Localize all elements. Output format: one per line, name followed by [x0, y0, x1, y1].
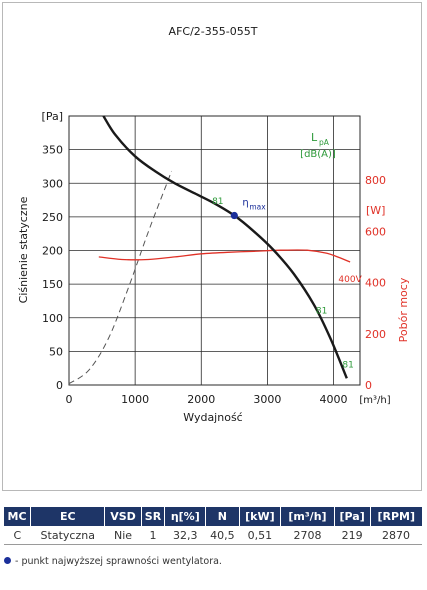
curve-db-label: 81 [212, 197, 223, 207]
specs-header-cell: [Pa] [334, 507, 371, 526]
specs-cell: 1 [141, 526, 165, 545]
x-tick-label: 0 [66, 393, 73, 406]
lpa-unit: [dB(A)] [300, 149, 336, 160]
specs-header-cell: N [205, 507, 240, 526]
eta-max-label: η [242, 198, 248, 209]
y-tick-label: 350 [42, 144, 63, 157]
footnote: - punkt najwyższej sprawności wentylator… [4, 556, 222, 567]
specs-cell: Statyczna [30, 526, 105, 545]
specs-header-cell: VSD [104, 507, 142, 526]
specs-cell: 2870 [370, 526, 422, 545]
x-tick-label: 2000 [187, 393, 215, 406]
efficiency-point-icon [4, 557, 11, 564]
x-tick-label: 4000 [320, 393, 348, 406]
specs-cell: 0,51 [239, 526, 281, 545]
specs-header-cell: MC [4, 507, 32, 526]
specs-cell: 2708 [280, 526, 335, 545]
fan-curve-chart: AFC/2-355-055T 0 50 100 150 200 250 300 350 [Pa] 0… [17, 25, 410, 424]
specs-cell: 32,3 [164, 526, 206, 545]
y-tick-label: 300 [42, 177, 63, 190]
curve-db-label: 81 [342, 361, 353, 371]
specs-header-cell: [kW] [239, 507, 282, 526]
y-tick-label: 250 [42, 211, 63, 224]
specs-header-row: MC EC VSD SR η[%] N [kW] [m³/h] [Pa] [RP… [4, 507, 422, 526]
y-tick-label: 150 [42, 278, 63, 291]
specs-header-cell: η[%] [164, 507, 207, 526]
plot-border [68, 115, 361, 386]
system-curve-dashed [68, 170, 172, 385]
y2-tick-label: 800 [365, 174, 386, 187]
y-tick-label: 200 [42, 245, 63, 258]
y-tick-label: 100 [42, 312, 63, 325]
y2-axis-title: Pobór mocy [397, 277, 410, 342]
curve-db-label: 81 [316, 307, 327, 317]
lpa-label-sub: pA [319, 138, 330, 147]
specs-data-row: C Statyczna Nie 1 32,3 40,5 0,51 2708 21… [4, 526, 422, 545]
efficiency-point [230, 211, 238, 220]
power-series-label: 400V [338, 275, 362, 285]
y2-tick-label: 400 [365, 277, 386, 290]
x-axis-title: Wydajność [183, 411, 242, 424]
x-unit-label: [m³/h] [359, 395, 390, 406]
specs-cell: C [4, 526, 31, 545]
specs-header-cell: EC [30, 507, 106, 526]
power-curve-400v [98, 249, 351, 263]
specs-header-cell: [m³/h] [280, 507, 335, 526]
y-tick-label: 50 [49, 345, 63, 358]
y2-tick-label: 200 [365, 328, 386, 341]
y-tick-label: 0 [56, 379, 63, 392]
x-tick-label: 1000 [121, 393, 149, 406]
y2-tick-label: 0 [365, 379, 372, 392]
y-axis-title: Ciśnienie statyczne [17, 196, 30, 303]
footnote-text: - punkt najwyższej sprawności wentylator… [15, 556, 222, 567]
lpa-label: L [311, 131, 318, 144]
y2-tick-label: 600 [365, 225, 386, 238]
specs-header-cell: [RPM] [370, 507, 422, 526]
specs-cell: 219 [334, 526, 371, 545]
y-unit-label: [Pa] [42, 110, 63, 123]
specs-header-cell: SR [141, 507, 166, 526]
chart-title: AFC/2-355-055T [169, 25, 258, 38]
specs-cell: 40,5 [205, 526, 240, 545]
chart-frame: AFC/2-355-055T 0 50 100 150 200 250 300 350 [Pa] 0… [2, 2, 422, 491]
y2-unit-label: [W] [366, 204, 385, 217]
specs-cell: Nie [104, 526, 142, 545]
x-tick-label: 3000 [253, 393, 281, 406]
specs-table: MC EC VSD SR η[%] N [kW] [m³/h] [Pa] [RP… [4, 507, 422, 545]
pressure-curve [102, 115, 348, 379]
eta-max-sub: max [249, 203, 266, 212]
